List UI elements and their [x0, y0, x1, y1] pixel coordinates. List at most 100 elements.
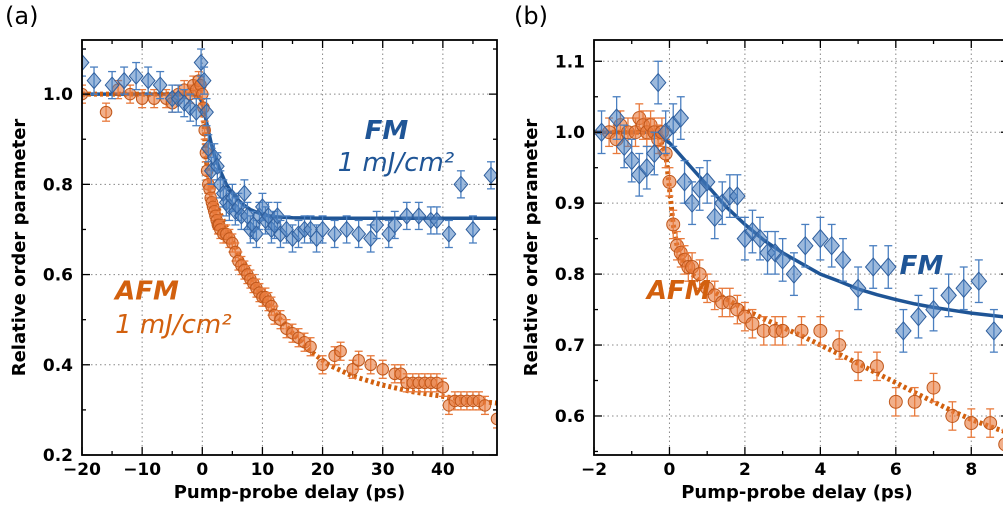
panel-b-ytick-3: 0.9	[555, 194, 585, 214]
panel-b-afm-point-33	[832, 330, 847, 360]
panel-b-fm-point-12	[683, 181, 701, 226]
panel-a-fm-point-11	[188, 97, 204, 127]
panel-b-fm-point-1	[608, 96, 625, 140]
panel-a-fm-point-59	[453, 170, 469, 199]
panel-b-fm-point-28	[823, 223, 840, 268]
panel-b-afm-point-37	[907, 386, 922, 417]
panel-b-fm-point-37	[955, 266, 973, 311]
panel-a-fm-point-41	[285, 224, 300, 253]
panel-a-xtick-2: 0	[196, 460, 208, 480]
panel-a-annotation-2: AFM	[113, 276, 179, 306]
panel-b-afm-point-13	[662, 167, 677, 197]
panel-b-label: (b)	[514, 2, 548, 30]
panel-b-afm-point-39	[945, 401, 960, 431]
panel-b-afm-point-38	[926, 372, 941, 403]
panel-a-fm-point-49	[351, 219, 367, 249]
panel-a-ytick-3: 0.8	[43, 175, 73, 195]
panel-b-xtick-0: −2	[581, 460, 607, 480]
panel-a-afm-point-57	[334, 341, 347, 361]
panel-b: (b) −2 0 2 4 6 8 0.6 0.7 0.8 0.9 1.0 1.1 FM AFM Pump…	[514, 2, 1003, 503]
panel-b-ytick-0: 0.6	[555, 407, 585, 427]
panel-a-ticks: −20 −10 0 10 20 30 40 0.2 0.4 0.6 0.8 1.0	[43, 40, 497, 480]
panel-a-fm-point-60	[465, 215, 481, 244]
panel-a-ytick-1: 0.4	[43, 356, 73, 376]
panel-b-fm-point-29	[834, 237, 852, 282]
panel-a-fm-point-47	[327, 219, 343, 249]
panel-b-frame	[593, 39, 1003, 456]
panel-b-annotation-0: FM	[900, 251, 944, 281]
panel-a-fm-point-53	[387, 210, 403, 240]
panel-b-afm-point-22	[707, 280, 722, 311]
panel-b-annotations: FM AFM	[645, 251, 944, 306]
panel-b-fm-point-33	[895, 308, 912, 353]
panel-b-fm-point-10	[672, 96, 690, 140]
panel-b-fm-point-23	[766, 230, 784, 275]
panel-b-ytick-2: 0.8	[555, 265, 585, 285]
panel-a-xtick-0: −20	[63, 460, 101, 480]
panel-a-afm-point-77	[478, 395, 492, 416]
panel-a-fm-point-3	[116, 66, 132, 95]
panel-a-series	[82, 48, 497, 429]
panel-b-annotation-1: AFM	[645, 276, 711, 306]
panel-b-series	[594, 60, 1003, 451]
panel-a-fm-point-54	[399, 201, 415, 231]
panel-a-xtick-5: 30	[371, 460, 395, 480]
panel-b-fm-point-26	[796, 223, 814, 268]
panel-a-annotation-0: FM	[365, 116, 409, 146]
panel-b-fm-point-14	[698, 159, 716, 204]
panel-b-xtick-4: 6	[890, 460, 902, 480]
panel-b-afm-point-14	[666, 209, 681, 240]
panel-a-fm-point-10	[182, 93, 198, 122]
panel-a-fit-afm	[82, 91, 497, 406]
panel-a-afm-point-70	[436, 377, 450, 398]
panel-b-xlabel: Pump-probe delay (ps)	[681, 482, 913, 503]
panel-b-fm-point-7	[649, 60, 667, 105]
panel-b-fm-point-34	[910, 294, 927, 339]
panel-b-afm-point-36	[888, 386, 903, 417]
panel-b-ylabel: Relative order parameter	[521, 119, 542, 377]
panel-a-afm-point-58	[346, 359, 359, 379]
panel-a-fm-point-48	[339, 215, 355, 244]
panel-b-afm-point-35	[869, 351, 884, 382]
panel-b-fm-point-24	[774, 237, 791, 282]
panel-b-xtick-2: 2	[739, 460, 751, 480]
panel-a-xtick-3: 10	[251, 460, 275, 480]
panel-b-fm-point-5	[638, 145, 656, 190]
panel-b-afm-point-40	[964, 408, 979, 438]
panel-b-fm-point-31	[864, 245, 882, 289]
panel-a-fm-point-2	[104, 70, 120, 100]
panel-a-ytick-2: 0.6	[43, 266, 73, 286]
panel-a-fm-point-4	[128, 61, 144, 91]
panel-b-fm-point-30	[849, 266, 867, 311]
panel-b-fm-point-38	[970, 259, 988, 304]
panel-a-afm-point-17	[198, 120, 211, 140]
panel-a-fm-point-58	[441, 219, 457, 249]
panel-b-fit-fm	[594, 130, 1003, 319]
panel-a-label: (a)	[5, 2, 38, 30]
panel-a-afm-point-60	[364, 355, 377, 375]
panel-a-xtick-6: 40	[431, 460, 455, 480]
panel-b-fm-point-36	[940, 273, 957, 318]
panel-b-fm-point-39	[985, 308, 1003, 353]
panel-b-fm-point-6	[646, 131, 663, 176]
panel-a-fm-point-46	[315, 215, 331, 244]
panel-b-fm-point-11	[676, 159, 693, 204]
panel-a-afm-point-59	[352, 350, 365, 370]
panel-b-fm-point-25	[785, 252, 803, 297]
panel-b-ytick-5: 1.1	[555, 52, 585, 72]
panel-a-annotation-1: 1 mJ/cm²	[338, 148, 455, 178]
panel-a-afm-point-55	[316, 355, 329, 375]
panel-a-fm-point-1	[86, 66, 102, 95]
panel-a-fm-point-51	[369, 210, 385, 240]
panel-a-ytick-4: 1.0	[43, 85, 73, 105]
panel-b-fm-point-32	[879, 245, 897, 289]
panel-a-fm-point-14	[199, 97, 214, 127]
panel-b-xtick-1: 0	[664, 460, 676, 480]
panel-a-xlabel: Pump-probe delay (ps)	[174, 482, 406, 503]
panel-b-afm-point-41	[983, 408, 998, 438]
panel-a-afm-point-54	[304, 337, 317, 357]
panel-a-ytick-0: 0.2	[43, 446, 73, 466]
panel-a-fm-point-5	[140, 66, 156, 95]
panel-b-fm-point-15	[706, 195, 724, 240]
